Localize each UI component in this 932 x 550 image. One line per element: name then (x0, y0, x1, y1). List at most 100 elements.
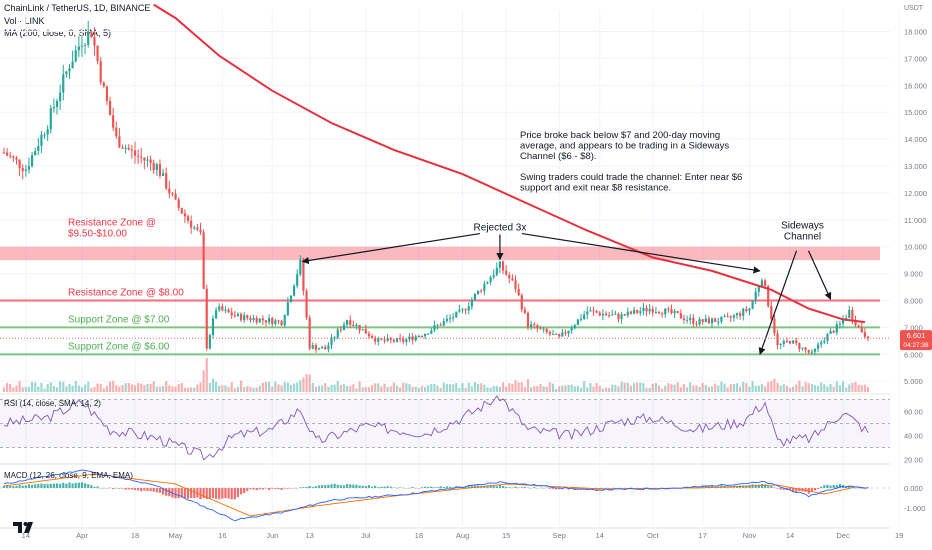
volume-bar (433, 383, 436, 392)
volume-bar (698, 386, 701, 392)
macd-histogram-bar (782, 488, 785, 490)
volume-bar (161, 386, 165, 392)
time-tick-label: 14 (22, 531, 30, 540)
macd-histogram-bar (6, 485, 9, 488)
volume-bar (377, 383, 380, 392)
volume-bar (383, 383, 386, 392)
time-tick-label: 14 (596, 531, 604, 540)
macd-histogram-bar (614, 487, 617, 489)
volume-bar (726, 387, 729, 392)
candle-body (436, 324, 439, 326)
candle-body (511, 278, 514, 281)
volume-bar (436, 385, 439, 392)
macd-histogram-bar (158, 488, 162, 493)
candle-body (355, 324, 358, 326)
candle-body (261, 318, 264, 321)
volume-bar (745, 383, 748, 392)
candle-body (642, 307, 645, 312)
macd-histogram-bar (763, 484, 767, 488)
volume-bar (632, 382, 636, 392)
volume-bar (84, 384, 87, 392)
candle-body (645, 307, 648, 312)
candle-body (292, 285, 296, 296)
grid (0, 10, 900, 526)
candle-body (558, 333, 561, 337)
rsi-legend: RSI (14, close, SMA, 14, 2) (4, 399, 101, 408)
volume-bar (2, 387, 6, 392)
volume-bar (554, 388, 558, 392)
volume-bar (15, 385, 18, 392)
volume-bar (155, 386, 158, 392)
macd-histogram-bar (835, 485, 838, 488)
volume-bar (230, 382, 233, 392)
candle-body (21, 168, 24, 172)
macd-tick-label: -1.000 (904, 504, 925, 513)
macd-histogram-bar (551, 488, 555, 489)
volume-bar (299, 380, 302, 392)
time-tick-label: Jun (266, 531, 278, 540)
candle-body (470, 299, 473, 307)
candle-body (704, 318, 707, 323)
macd-histogram-bar (788, 488, 792, 491)
volume-bar (642, 383, 645, 392)
macd-histogram-bar (754, 484, 757, 488)
macd-histogram-bar (380, 486, 383, 488)
candle-body (283, 315, 286, 326)
volume-bar (80, 387, 84, 392)
macd-histogram-bar (701, 486, 704, 488)
volume-bar (258, 385, 261, 392)
candle-body (798, 343, 801, 349)
candle-body (314, 345, 318, 350)
rejected-label: Rejected 3x (474, 223, 527, 234)
volume-bar (352, 384, 355, 392)
candle-body (423, 333, 427, 337)
macd-histogram-bar (860, 488, 863, 489)
candle-body (735, 313, 739, 316)
time-tick-label: 19 (895, 531, 903, 540)
volume-bar (620, 381, 623, 392)
candle-body (707, 318, 711, 324)
volume-bar (664, 385, 667, 392)
macd-legend: MACD (12, 26, close, 9, EMA, EMA) (4, 471, 133, 480)
candle-body (74, 50, 77, 62)
volume-bar (386, 386, 389, 392)
volume-bar (55, 387, 59, 392)
macd-histogram-bar (533, 486, 536, 488)
volume-bar (564, 385, 567, 392)
macd-histogram-bar (346, 484, 349, 488)
volume-bar (93, 386, 96, 392)
macd-histogram-bar (317, 485, 321, 488)
volume-bar (59, 381, 62, 392)
volume-bar (152, 381, 155, 392)
volume-bar (692, 385, 695, 392)
candle-body (505, 270, 508, 275)
volume-bar (392, 382, 395, 392)
candle-body (87, 31, 90, 45)
macd-histogram-bar (464, 486, 467, 488)
candle-body (239, 313, 243, 321)
volume-bar (405, 383, 408, 392)
macd-tick-label: 0.000 (904, 484, 923, 493)
volume-bar (427, 385, 430, 392)
volume-bar (305, 374, 308, 392)
volume-bar (327, 386, 330, 392)
macd-histogram-bar (832, 484, 835, 488)
volume-bar (65, 386, 68, 392)
macd-histogram-bar (311, 486, 314, 488)
candle-body (12, 156, 15, 158)
candle-body (757, 286, 760, 292)
candle-body (473, 293, 477, 300)
candle-body (68, 68, 71, 72)
candle-body (374, 338, 377, 342)
candle-body (196, 227, 199, 230)
macd-histogram-bar (779, 488, 782, 490)
sideways-label: Sideways (781, 221, 824, 232)
candle-body (732, 315, 735, 318)
volume-bar (211, 378, 215, 392)
macd-histogram-bar (177, 488, 180, 499)
candle-body (751, 300, 754, 309)
macd-histogram-bar (838, 483, 842, 488)
volume-bar (168, 385, 171, 392)
